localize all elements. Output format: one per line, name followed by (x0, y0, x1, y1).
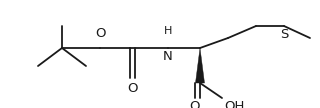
Polygon shape (196, 48, 204, 83)
Text: S: S (280, 28, 288, 41)
Text: O: O (190, 100, 200, 108)
Text: H: H (164, 26, 172, 36)
Text: N: N (163, 50, 173, 63)
Text: OH: OH (224, 100, 244, 108)
Text: O: O (127, 82, 137, 95)
Text: O: O (95, 27, 105, 40)
